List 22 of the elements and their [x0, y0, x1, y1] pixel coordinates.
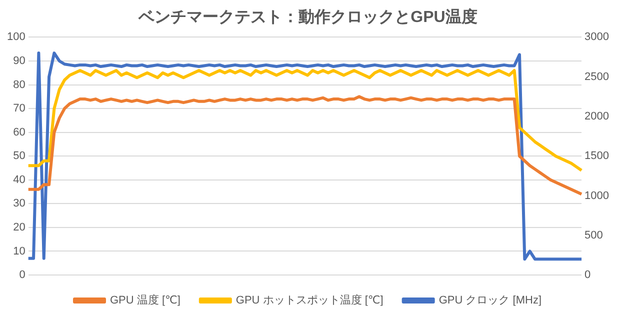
y-tick-label: 40 [13, 174, 26, 186]
legend-label: GPU クロック [MHz] [438, 294, 542, 307]
y-tick-label: 0 [19, 269, 26, 282]
y-tick-label: 100 [6, 31, 26, 44]
y2-tick-label: 1000 [584, 190, 610, 202]
y-tick-label: 70 [13, 102, 26, 115]
y-tick-label: 10 [13, 245, 26, 258]
y-tick-label: 60 [13, 126, 26, 138]
y-tick-label: 50 [13, 150, 26, 162]
y2-tick-label: 2500 [584, 70, 610, 83]
y2-tick-label: 0 [584, 269, 591, 282]
chart-title: ベンチマークテスト：動作クロックとGPU温度 [138, 7, 478, 26]
y2-tick-label: 3000 [584, 31, 610, 44]
y2-tick-label: 500 [584, 229, 603, 242]
y-tick-label: 90 [13, 55, 26, 68]
y2-tick-label: 2000 [584, 110, 610, 122]
y-tick-label: 20 [13, 221, 26, 234]
legend-label: GPU ホットスポット温度 [℃] [236, 294, 384, 307]
y2-tick-label: 1500 [584, 150, 610, 162]
legend-label: GPU 温度 [℃] [110, 294, 180, 307]
y-tick-label: 80 [13, 78, 26, 91]
y-tick-label: 30 [13, 198, 26, 210]
